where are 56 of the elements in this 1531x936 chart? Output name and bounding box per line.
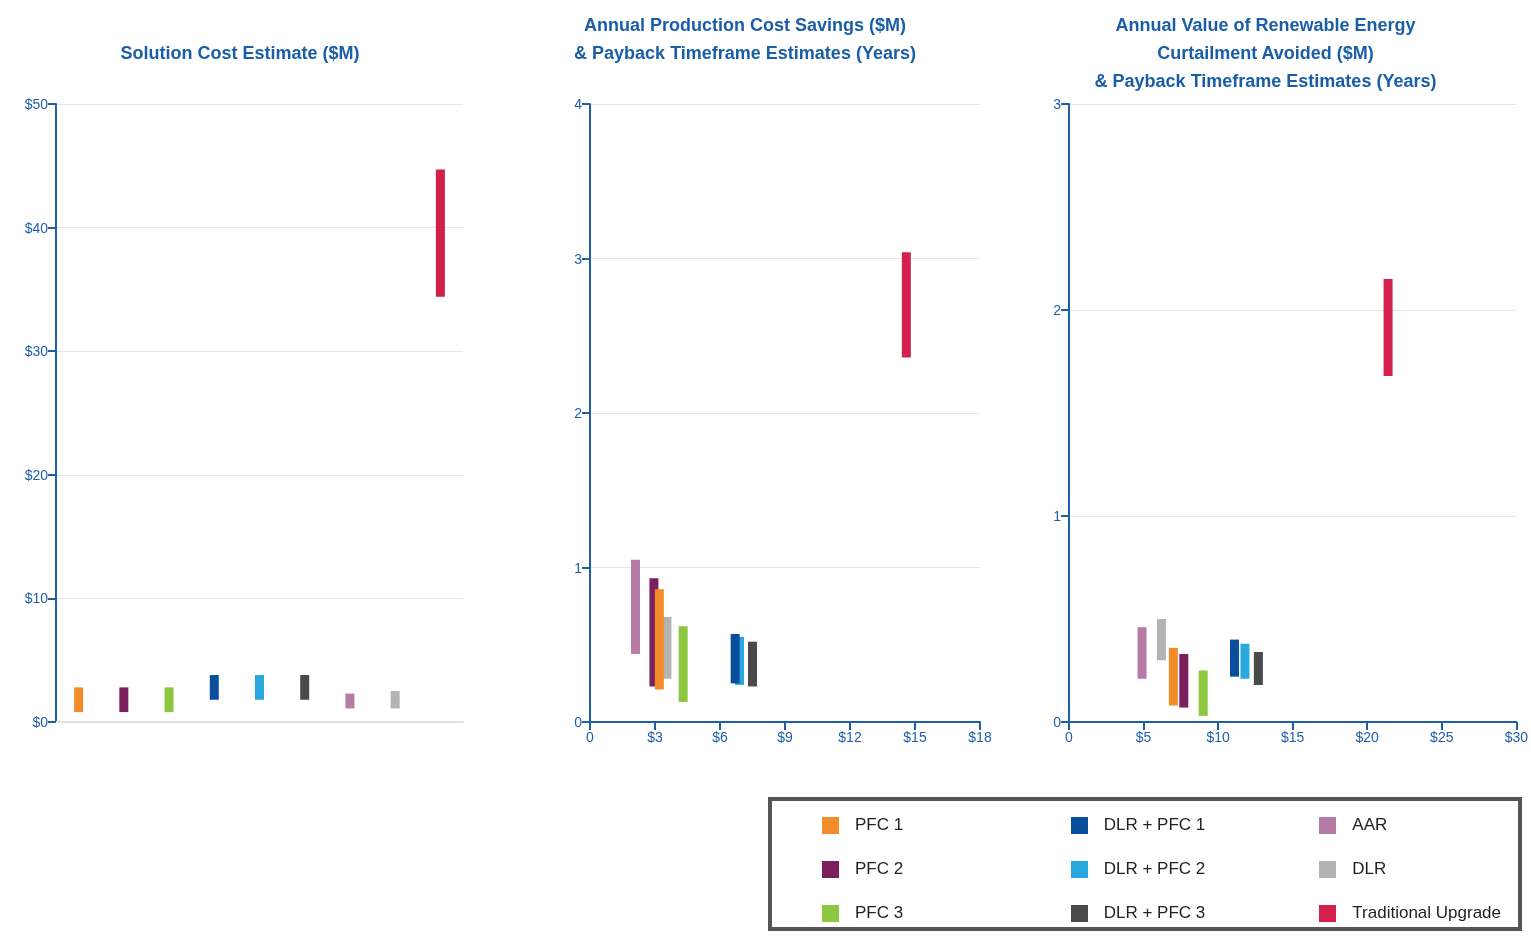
x-tick-label: $10 [1206, 729, 1230, 745]
bar [748, 641, 757, 687]
chart-title: Annual Production Cost Savings ($M) & Payback Timeframe Estimates (Years) [574, 15, 916, 63]
bar [1240, 643, 1250, 679]
bar [1253, 651, 1263, 685]
y-tick-label: 2 [1053, 302, 1062, 318]
bar [1383, 279, 1393, 376]
bar [901, 252, 911, 358]
legend-label: Traditional Upgrade [1352, 903, 1502, 923]
x-tick-label: $6 [712, 729, 728, 745]
legend-label: DLR + PFC 3 [1103, 903, 1206, 923]
bar [654, 589, 664, 690]
x-tick-label: $15 [903, 729, 927, 745]
y-tick-label: 3 [574, 250, 583, 267]
legend-label: DLR [1352, 859, 1387, 879]
bar [1156, 619, 1166, 661]
x-tick-label: $20 [1355, 729, 1380, 745]
x-tick-label: $25 [1430, 729, 1454, 745]
bar [1137, 627, 1147, 679]
y-tick-label: $30 [24, 343, 49, 360]
bar [1168, 647, 1178, 706]
y-tick-label: 1 [574, 559, 583, 576]
x-tick-label: 0 [1065, 729, 1074, 745]
legend-label: PFC 2 [855, 859, 904, 879]
legend-label: PFC 3 [855, 903, 904, 923]
legend-label: PFC 1 [855, 815, 904, 835]
chart-title: Solution Cost Estimate ($M) [120, 43, 360, 63]
bar [631, 559, 640, 655]
y-tick-label: 3 [1053, 96, 1062, 112]
x-tick-label: $3 [647, 729, 663, 745]
y-tick-label: $40 [24, 219, 49, 236]
y-tick-label: $20 [24, 466, 49, 483]
legend-label: AAR [1352, 815, 1388, 835]
bar [1198, 670, 1208, 716]
legend-label: DLR + PFC 1 [1103, 815, 1206, 835]
bar [678, 626, 688, 702]
x-tick-label: $15 [1280, 729, 1305, 745]
y-tick-label: $0 [32, 714, 49, 730]
y-tick-label: 1 [1053, 508, 1062, 524]
x-tick-label: $30 [1504, 729, 1529, 745]
x-tick-label: $12 [838, 729, 862, 745]
x-tick-label: $18 [968, 729, 992, 745]
chart-title: Annual Value of Renewable Energy Curtailment Avoided ($M) & Payback Timeframe Estimates (Years) [1094, 15, 1437, 91]
y-tick-label: 0 [574, 714, 583, 730]
x-tick-label: $9 [777, 729, 793, 745]
y-tick-label: $10 [24, 590, 49, 607]
x-tick-label: $5 [1135, 729, 1152, 745]
bar [1230, 639, 1240, 677]
bar [1179, 654, 1189, 708]
legend-label: DLR + PFC 2 [1103, 859, 1206, 879]
x-tick-label: 0 [586, 729, 595, 745]
y-tick-label: 4 [574, 96, 583, 112]
y-tick-label: 0 [1053, 714, 1062, 730]
bar [730, 633, 740, 684]
y-tick-label: $50 [24, 96, 49, 112]
y-tick-label: 2 [574, 405, 583, 421]
